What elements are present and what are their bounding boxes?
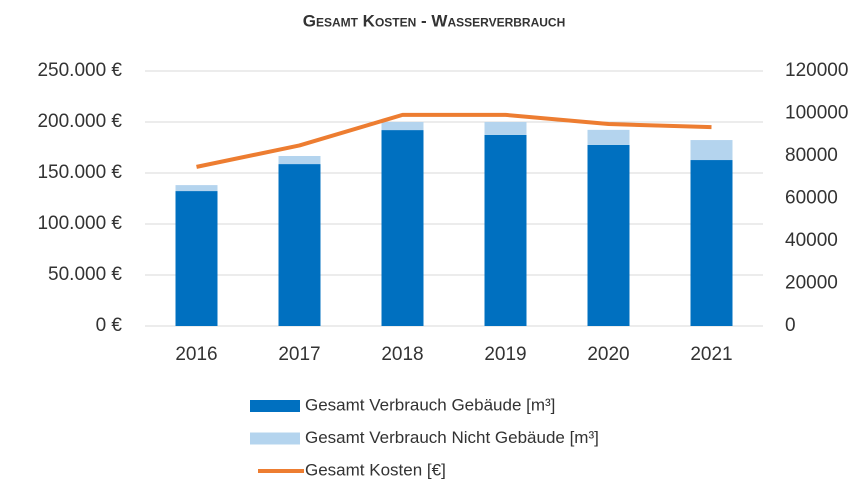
chart-title: Gesamt Kosten - Wasserverbrauch <box>303 11 566 30</box>
y-tick-label: 150.000 € <box>37 162 122 183</box>
bar <box>690 140 733 161</box>
y2-tick-label: 100000 <box>785 103 848 124</box>
bar <box>587 144 630 326</box>
x-tick-label: 2019 <box>484 344 526 365</box>
y-tick-label: 50.000 € <box>48 264 122 285</box>
y2-tick-label: 60000 <box>785 188 838 209</box>
legend-swatch <box>250 432 300 445</box>
bar <box>278 164 321 326</box>
legend-label: Gesamt Verbrauch Gebäude [m³] <box>305 395 555 414</box>
bar <box>484 134 527 326</box>
bar <box>690 160 733 326</box>
y-tick-label: 100.000 € <box>37 213 122 234</box>
bar <box>381 130 424 326</box>
bar <box>175 191 218 326</box>
x-tick-label: 2017 <box>278 344 320 365</box>
legend-label: Gesamt Kosten [€] <box>305 460 446 479</box>
y-tick-label: 200.000 € <box>37 111 122 132</box>
legend-swatch <box>250 400 300 412</box>
y-tick-label: 0 € <box>96 315 123 336</box>
y2-tick-label: 80000 <box>785 145 838 166</box>
x-tick-label: 2016 <box>175 344 217 365</box>
bar <box>484 122 527 135</box>
bar <box>278 156 321 165</box>
bar <box>587 129 630 145</box>
y-tick-label: 250.000 € <box>37 60 122 81</box>
line <box>196 112 712 169</box>
legend-label: Gesamt Verbrauch Nicht Gebäude [m³] <box>305 428 599 447</box>
y2-tick-label: 20000 <box>785 273 838 294</box>
y2-tick-label: 120000 <box>785 60 848 81</box>
bar <box>175 185 218 192</box>
y2-tick-label: 40000 <box>785 230 838 251</box>
x-tick-label: 2020 <box>587 344 629 365</box>
y2-tick-label: 0 <box>785 315 796 336</box>
x-tick-label: 2018 <box>381 344 423 365</box>
bar <box>381 122 424 131</box>
x-tick-label: 2021 <box>690 344 732 365</box>
